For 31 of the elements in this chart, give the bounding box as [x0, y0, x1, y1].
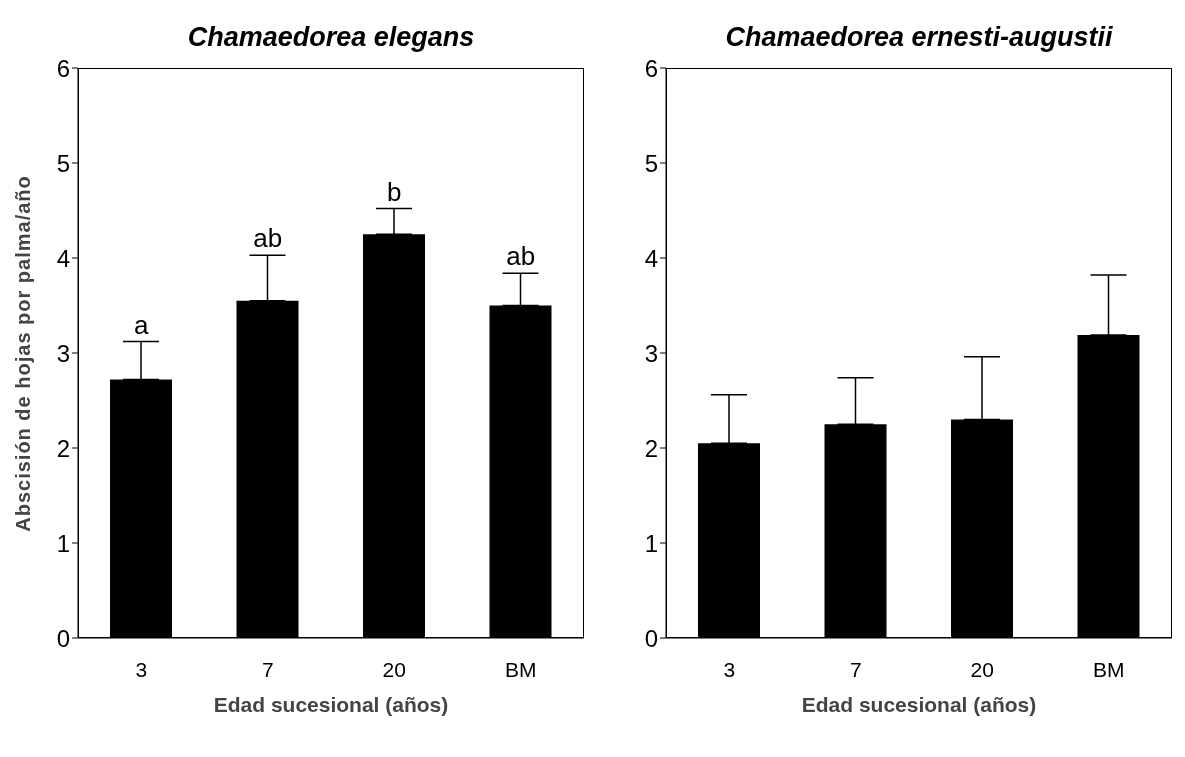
y-tick-label: 3 [644, 339, 658, 367]
annotation: ab [253, 223, 283, 254]
y-tick-label: 6 [56, 54, 70, 82]
x-axis-title: Edad sucesional (años) [800, 693, 1038, 717]
y-tick-label: 0 [644, 624, 658, 652]
y-tick-label: 4 [56, 244, 70, 272]
y-tick-label: 3 [56, 339, 70, 367]
x-tick-label: BM [1093, 657, 1125, 681]
x-axis-title: Edad sucesional (años) [212, 693, 450, 717]
annotation: ab [506, 241, 536, 272]
x-tick-label: 3 [723, 657, 736, 681]
x-tick-label: 7 [261, 657, 274, 681]
annotation: b [387, 176, 402, 207]
y-tick-label: 6 [644, 54, 658, 82]
chart-title: Chamaedorea elegans [186, 22, 476, 53]
y-tick-label: 1 [56, 529, 70, 557]
y-tick-label: 5 [56, 149, 70, 177]
chart-title: Chamaedorea ernesti-augustii [724, 22, 1114, 53]
y-tick-label: 2 [56, 434, 70, 462]
x-tick-label: 20 [382, 657, 406, 681]
x-tick-label: 7 [849, 657, 862, 681]
x-tick-label: 20 [970, 657, 994, 681]
x-tick-label: 3 [135, 657, 148, 681]
y-tick-label: 4 [644, 244, 658, 272]
x-tick-label: BM [505, 657, 537, 681]
y-axis-title: Abscisión de hojas por palma/año [11, 174, 35, 532]
y-tick-label: 2 [644, 434, 658, 462]
annotation: a [134, 309, 150, 340]
y-tick-label: 0 [56, 624, 70, 652]
y-tick-label: 1 [644, 529, 658, 557]
y-tick-label: 5 [644, 149, 658, 177]
